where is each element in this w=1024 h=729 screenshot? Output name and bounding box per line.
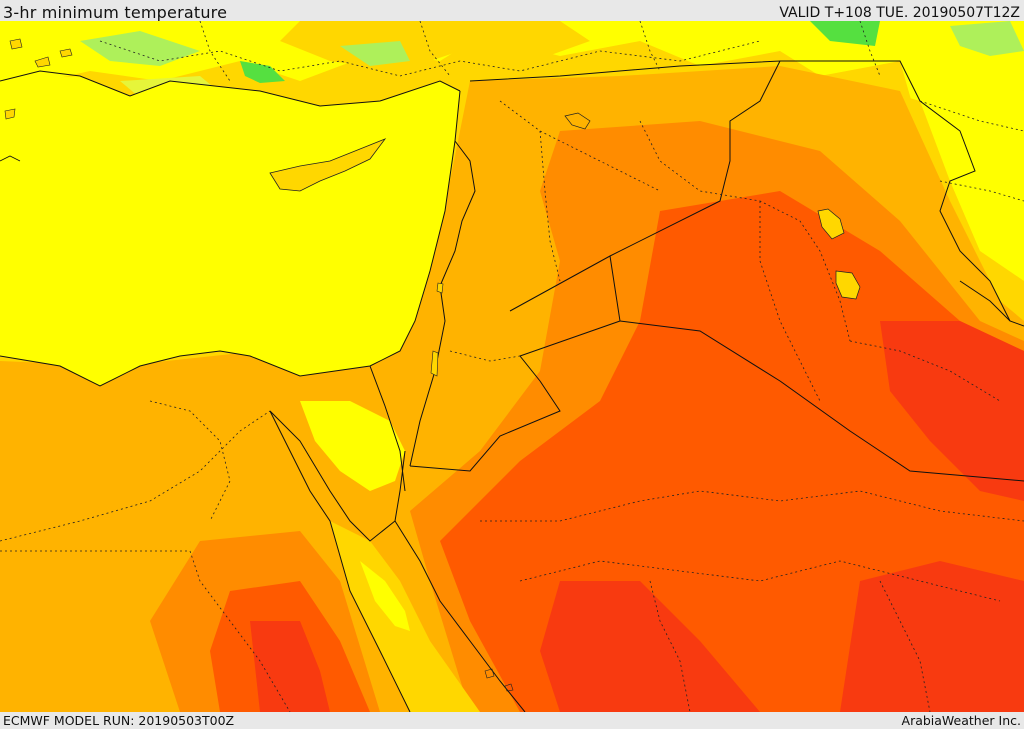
admin-border-turkey-2 [199,21,881,82]
admin-border-saudi-4 [879,580,931,712]
border-iraq-saudi [619,320,1024,482]
credit-label: ArabiaWeather Inc. [901,713,1021,728]
red-zone-west [250,621,330,712]
sinai-yellow-zone [300,401,405,491]
red-sea-islands [484,668,514,692]
admin-border-egypt-1 [0,410,271,542]
map-title: 3-hr minimum temperature [3,3,228,22]
admin-border-iraq-2 [759,201,821,402]
coastline-turkey [0,70,461,107]
sea-of-galilee [436,282,444,294]
map-canvas [0,21,1024,712]
admin-border-iraq-1 [639,120,851,342]
admin-border-egypt-2 [0,550,291,712]
aegean-islands [4,38,73,120]
coastline-persian-gulf [959,280,1024,327]
red-zone-south [540,581,760,712]
cyprus-island [269,138,387,192]
admin-border-saudi-3 [649,580,691,712]
lake-tharthar [817,208,845,240]
border-iraq-iran [780,60,1011,322]
green-patch-5 [950,21,1024,56]
green-patch-2 [240,61,285,83]
border-jordan-iraq-saudi [409,255,621,472]
lake-assad [564,112,591,130]
coastline-gulf-suez [269,410,396,542]
temperature-map [0,21,1024,712]
lake-milh [835,270,861,300]
red-zone-southeast [840,561,1024,712]
model-run-label: ECMWF MODEL RUN: 20190503T00Z [3,713,235,728]
admin-border-iraq-3 [849,340,1001,402]
dead-sea [430,350,439,377]
crete-coast [0,155,21,162]
green-patch-1 [80,31,200,66]
map-header: 3-hr minimum temperature VALID T+108 TUE… [0,0,1024,22]
admin-border-syria-2 [539,130,561,282]
coastline-red-sea-west [269,410,411,712]
border-lebanon-syria [439,140,476,287]
mediterranean-sea [0,76,460,386]
coastline-mediterranean [0,90,461,387]
border-egypt-israel [369,365,406,492]
red-zone-gulf [880,321,1024,501]
turkey-gold-zone [280,21,590,71]
admin-border-jordan-1 [449,350,521,362]
red-sea-yellow [360,561,410,631]
admin-border-iran-1 [919,100,1024,202]
turkey-yellow-zone [0,21,1024,91]
coastline-red-sea-east [394,450,526,712]
green-patch-3 [340,41,410,66]
map-footer: ECMWF MODEL RUN: 20190503T00Z ArabiaWeat… [0,712,1024,729]
valid-time-label: VALID T+108 TUE. 20190507T12Z [779,5,1020,21]
border-syria-iraq [469,60,781,312]
